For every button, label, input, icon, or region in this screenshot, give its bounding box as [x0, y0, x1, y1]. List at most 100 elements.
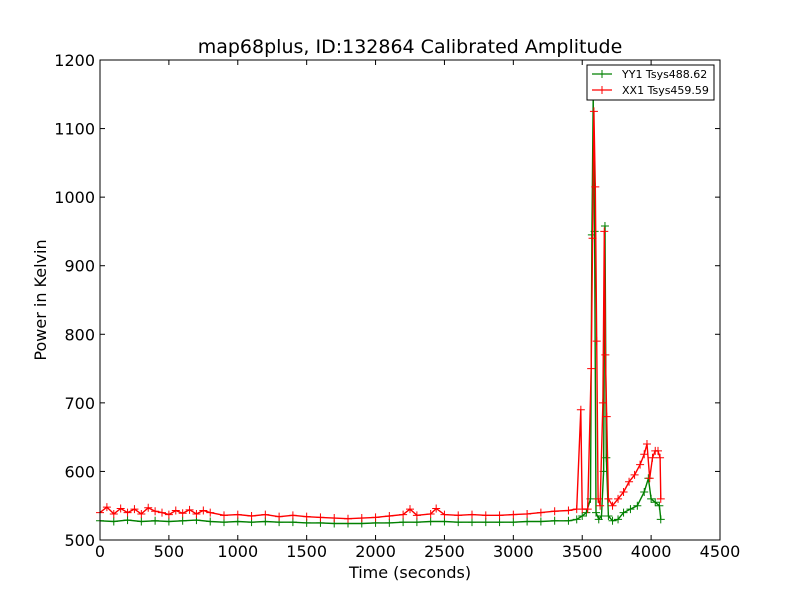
- data-point-xx1: [600, 227, 609, 236]
- y-tick-label: 800: [64, 325, 95, 344]
- data-point-xx1: [642, 440, 651, 448]
- data-point-yy1: [454, 518, 463, 527]
- series-yy1: [96, 93, 665, 528]
- data-point-yy1: [220, 518, 228, 527]
- data-point-xx1: [601, 350, 610, 359]
- data-point-yy1: [164, 517, 173, 526]
- legend-box: [586, 64, 715, 101]
- data-point-yy1: [619, 508, 628, 517]
- data-point-xx1: [185, 505, 194, 514]
- plot-area: [100, 60, 720, 540]
- data-point-yy1: [582, 508, 591, 517]
- data-point-yy1: [109, 517, 118, 526]
- data-point-xx1: [371, 513, 380, 522]
- x-tick-label: 500: [154, 542, 185, 561]
- data-point-yy1: [633, 501, 642, 510]
- x-axis-label: Time (seconds): [348, 563, 471, 582]
- data-point-yy1: [614, 515, 623, 524]
- data-point-xx1: [192, 509, 201, 518]
- data-point-yy1: [536, 517, 545, 526]
- data-point-yy1: [523, 517, 532, 526]
- chart-title: map68plus, ID:132864 Calibrated Amplitud…: [198, 36, 623, 58]
- data-point-xx1: [151, 507, 160, 516]
- data-point-xx1: [625, 477, 634, 486]
- data-point-xx1: [592, 337, 601, 346]
- data-point-yy1: [412, 518, 421, 527]
- data-point-xx1: [247, 512, 256, 520]
- data-point-yy1: [137, 517, 146, 526]
- data-point-xx1: [158, 508, 166, 517]
- data-point-xx1: [199, 506, 208, 515]
- data-point-xx1: [123, 508, 132, 517]
- data-point-xx1: [171, 506, 180, 515]
- data-point-yy1: [600, 221, 609, 230]
- data-point-xx1: [220, 511, 228, 520]
- data-point-xx1: [645, 474, 654, 483]
- data-point-yy1: [440, 517, 449, 526]
- data-point-xx1: [481, 511, 490, 520]
- data-point-xx1: [588, 234, 597, 243]
- y-axis-label: Power in Kelvin: [31, 239, 50, 360]
- data-point-xx1: [261, 510, 270, 519]
- data-point-yy1: [509, 518, 518, 527]
- x-tick-label: 2000: [355, 542, 396, 561]
- data-point-xx1: [206, 508, 215, 517]
- data-point-xx1: [614, 494, 623, 503]
- data-point-yy1: [604, 512, 613, 520]
- data-point-yy1: [261, 517, 270, 526]
- data-point-xx1: [130, 505, 139, 514]
- data-point-yy1: [206, 517, 215, 526]
- data-point-xx1: [357, 514, 366, 523]
- data-point-xx1: [406, 505, 414, 514]
- data-point-xx1: [550, 507, 559, 516]
- data-point-xx1: [344, 514, 352, 523]
- data-point-yy1: [564, 516, 573, 525]
- data-point-xx1: [412, 511, 421, 520]
- data-point-xx1: [144, 503, 153, 512]
- y-tick-label: 1100: [54, 120, 95, 139]
- data-point-xx1: [399, 510, 408, 519]
- data-point-yy1: [590, 227, 599, 236]
- data-point-xx1: [233, 510, 242, 519]
- data-point-xx1: [594, 494, 603, 503]
- data-point-xx1: [330, 514, 339, 523]
- data-point-yy1: [550, 516, 559, 525]
- x-tick-label: 3000: [493, 542, 534, 561]
- data-point-xx1: [583, 505, 592, 514]
- data-point-xx1: [316, 513, 325, 522]
- x-tick-label: 3500: [562, 542, 603, 561]
- data-point-yy1: [426, 517, 435, 526]
- x-tick-label: 4500: [700, 542, 741, 561]
- data-point-xx1: [275, 512, 284, 521]
- data-point-xx1: [648, 453, 657, 462]
- data-point-xx1: [656, 453, 665, 462]
- series-layer: [96, 93, 665, 528]
- data-point-xx1: [596, 501, 605, 510]
- data-point-yy1: [288, 518, 297, 527]
- x-axis-ticks: 0 500 1000 1500 2000 2500 3000 3500 4000 4500: [95, 60, 740, 561]
- data-point-yy1: [178, 516, 187, 525]
- data-point-yy1: [608, 516, 617, 525]
- data-point-yy1: [656, 515, 665, 524]
- data-point-xx1: [454, 511, 463, 520]
- data-point-xx1: [640, 450, 649, 459]
- data-point-yy1: [385, 518, 394, 527]
- data-point-yy1: [651, 498, 660, 507]
- data-point-xx1: [178, 509, 187, 518]
- plot-frame: [99, 59, 721, 541]
- data-point-yy1: [640, 488, 649, 496]
- x-tick-label: 1000: [217, 542, 258, 561]
- x-tick-label: 2500: [424, 542, 465, 561]
- x-tick-label: 1500: [286, 542, 327, 561]
- data-point-xx1: [495, 511, 504, 520]
- data-point-xx1: [468, 510, 476, 519]
- legend-marker-yy1: [598, 70, 606, 78]
- data-point-yy1: [572, 515, 581, 524]
- data-point-xx1: [591, 182, 600, 191]
- data-point-xx1: [288, 511, 297, 520]
- legend-marker-xx1: [598, 86, 606, 94]
- data-point-xx1: [656, 494, 665, 503]
- data-point-xx1: [602, 412, 611, 421]
- y-tick-label: 600: [64, 462, 95, 481]
